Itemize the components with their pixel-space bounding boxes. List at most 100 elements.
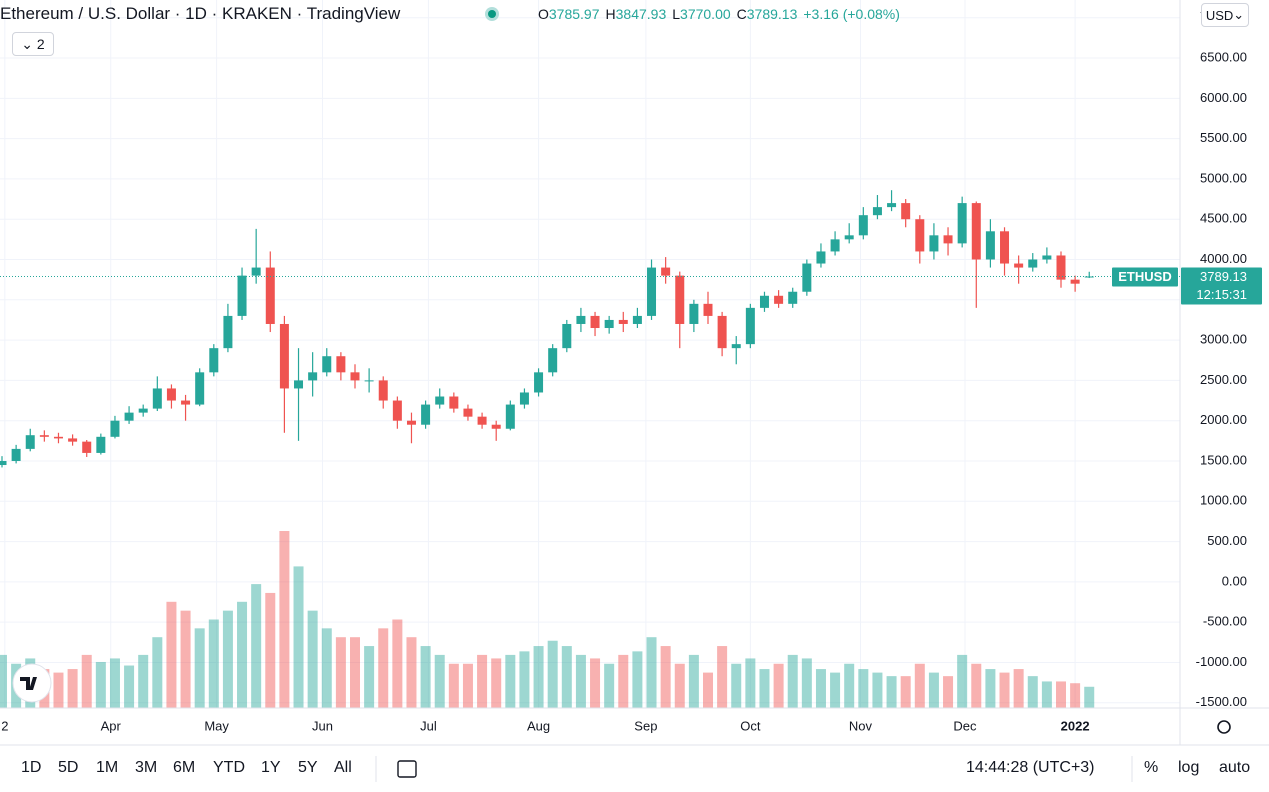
range-button[interactable]: 1M (96, 759, 119, 776)
x-tick-label: Aug (527, 718, 550, 733)
volume-bar (731, 663, 742, 708)
log-toggle[interactable]: log (1178, 759, 1200, 776)
candle-body (703, 303, 713, 316)
candle-body (124, 412, 134, 421)
candle-body (279, 323, 289, 389)
volume-bar (462, 663, 473, 708)
candle-body (53, 436, 63, 439)
y-tick-label: 0.00 (1222, 573, 1247, 588)
candle-body (505, 404, 515, 429)
y-tick-label: 500.00 (1207, 533, 1247, 548)
candle-body (11, 448, 21, 461)
candle-body (1042, 255, 1052, 260)
volume-bar (81, 654, 92, 708)
candle-body (110, 420, 120, 437)
candle-body (717, 315, 727, 349)
volume-bar (844, 663, 855, 708)
candle-body (223, 315, 233, 349)
range-button[interactable]: 3M (135, 759, 158, 776)
candle-body (237, 275, 247, 316)
volume-bar (222, 610, 233, 708)
status-dot (488, 10, 496, 18)
ohlc-value: 3770.00 (680, 6, 731, 22)
currency: USD (1205, 7, 1234, 23)
range-button[interactable]: All (334, 759, 352, 776)
volume-bar (364, 646, 375, 708)
volume-bar (886, 676, 897, 708)
x-tick-label: Oct (740, 718, 761, 733)
volume-bar (999, 672, 1010, 708)
volume-bar (279, 531, 290, 708)
candle-body (943, 235, 953, 244)
candle-body (562, 323, 572, 349)
volume-bar (590, 658, 601, 708)
volume-bar (519, 651, 530, 708)
ohlc-key: O (538, 6, 549, 22)
symbol-title: Ethereum / U.S. Dollar · 1D · KRAKEN · T… (0, 4, 401, 23)
candle-body (957, 203, 967, 244)
candle-body (392, 400, 402, 421)
volume-bar (237, 601, 248, 708)
symbol-tag (1112, 267, 1178, 287)
range-button[interactable]: YTD (213, 759, 245, 776)
volume-bar (801, 658, 812, 708)
candle-body (816, 251, 826, 264)
percent-toggle[interactable]: % (1144, 759, 1159, 776)
candle-body (661, 267, 671, 276)
candle-body (872, 207, 882, 216)
candle-body (618, 319, 628, 324)
candle-body (378, 380, 388, 401)
settings-icon[interactable] (1217, 720, 1231, 734)
candle-body (858, 215, 868, 236)
volume-bar (1084, 686, 1095, 708)
date-range-icon[interactable] (397, 760, 417, 778)
ohlc-value: 3785.97 (548, 6, 600, 22)
range-button[interactable]: 1D (21, 759, 42, 776)
candle-body (985, 231, 995, 260)
candle-body (138, 408, 148, 413)
auto-toggle[interactable]: auto (1219, 759, 1251, 776)
volume-bar (392, 619, 403, 708)
candle-body (788, 291, 798, 304)
countdown: 12:15:31 (1196, 287, 1247, 302)
volume-bar (1070, 683, 1081, 708)
volume-bar (773, 663, 784, 708)
candle-body (1070, 279, 1080, 284)
indicator-toggle[interactable]: ⌄ 2 (12, 32, 54, 56)
candle-body (534, 372, 544, 393)
y-tick-label: 1500.00 (1200, 452, 1247, 467)
volume-bar (307, 610, 318, 708)
range-button[interactable]: 1Y (261, 759, 281, 776)
volume-bar (166, 601, 177, 708)
candle-body (844, 235, 854, 240)
volume-bar (420, 646, 431, 708)
ohlc-key: L (672, 6, 681, 22)
range-button[interactable]: 5Y (298, 759, 318, 776)
candle-body (548, 348, 558, 373)
symbol-tag-label: ETHUSD (1118, 269, 1171, 284)
candle-body (209, 348, 219, 373)
volume-bar (67, 669, 78, 708)
volume-pane (0, 531, 1095, 708)
candle-body (745, 307, 755, 345)
range-button[interactable]: 5D (58, 759, 79, 776)
y-tick-label: 4000.00 (1200, 251, 1247, 266)
volume-bar (914, 663, 925, 708)
x-tick-label: 2022 (1061, 718, 1090, 733)
candles (0, 190, 1094, 468)
candle-body (25, 435, 35, 449)
candle-body (406, 420, 416, 425)
candle-body (1028, 259, 1038, 268)
candle-body (181, 400, 191, 405)
candle-body (195, 372, 205, 405)
volume-bar (251, 584, 262, 708)
currency-button[interactable]: USD ⌄ (1201, 3, 1249, 27)
volume-bar (787, 654, 798, 708)
y-tick-label: 5000.00 (1200, 170, 1247, 185)
candle-body (364, 380, 374, 382)
range-button[interactable]: 6M (173, 759, 196, 776)
candle-body (251, 267, 261, 276)
candle-body (308, 372, 318, 381)
y-tick-label: 2000.00 (1200, 412, 1247, 427)
